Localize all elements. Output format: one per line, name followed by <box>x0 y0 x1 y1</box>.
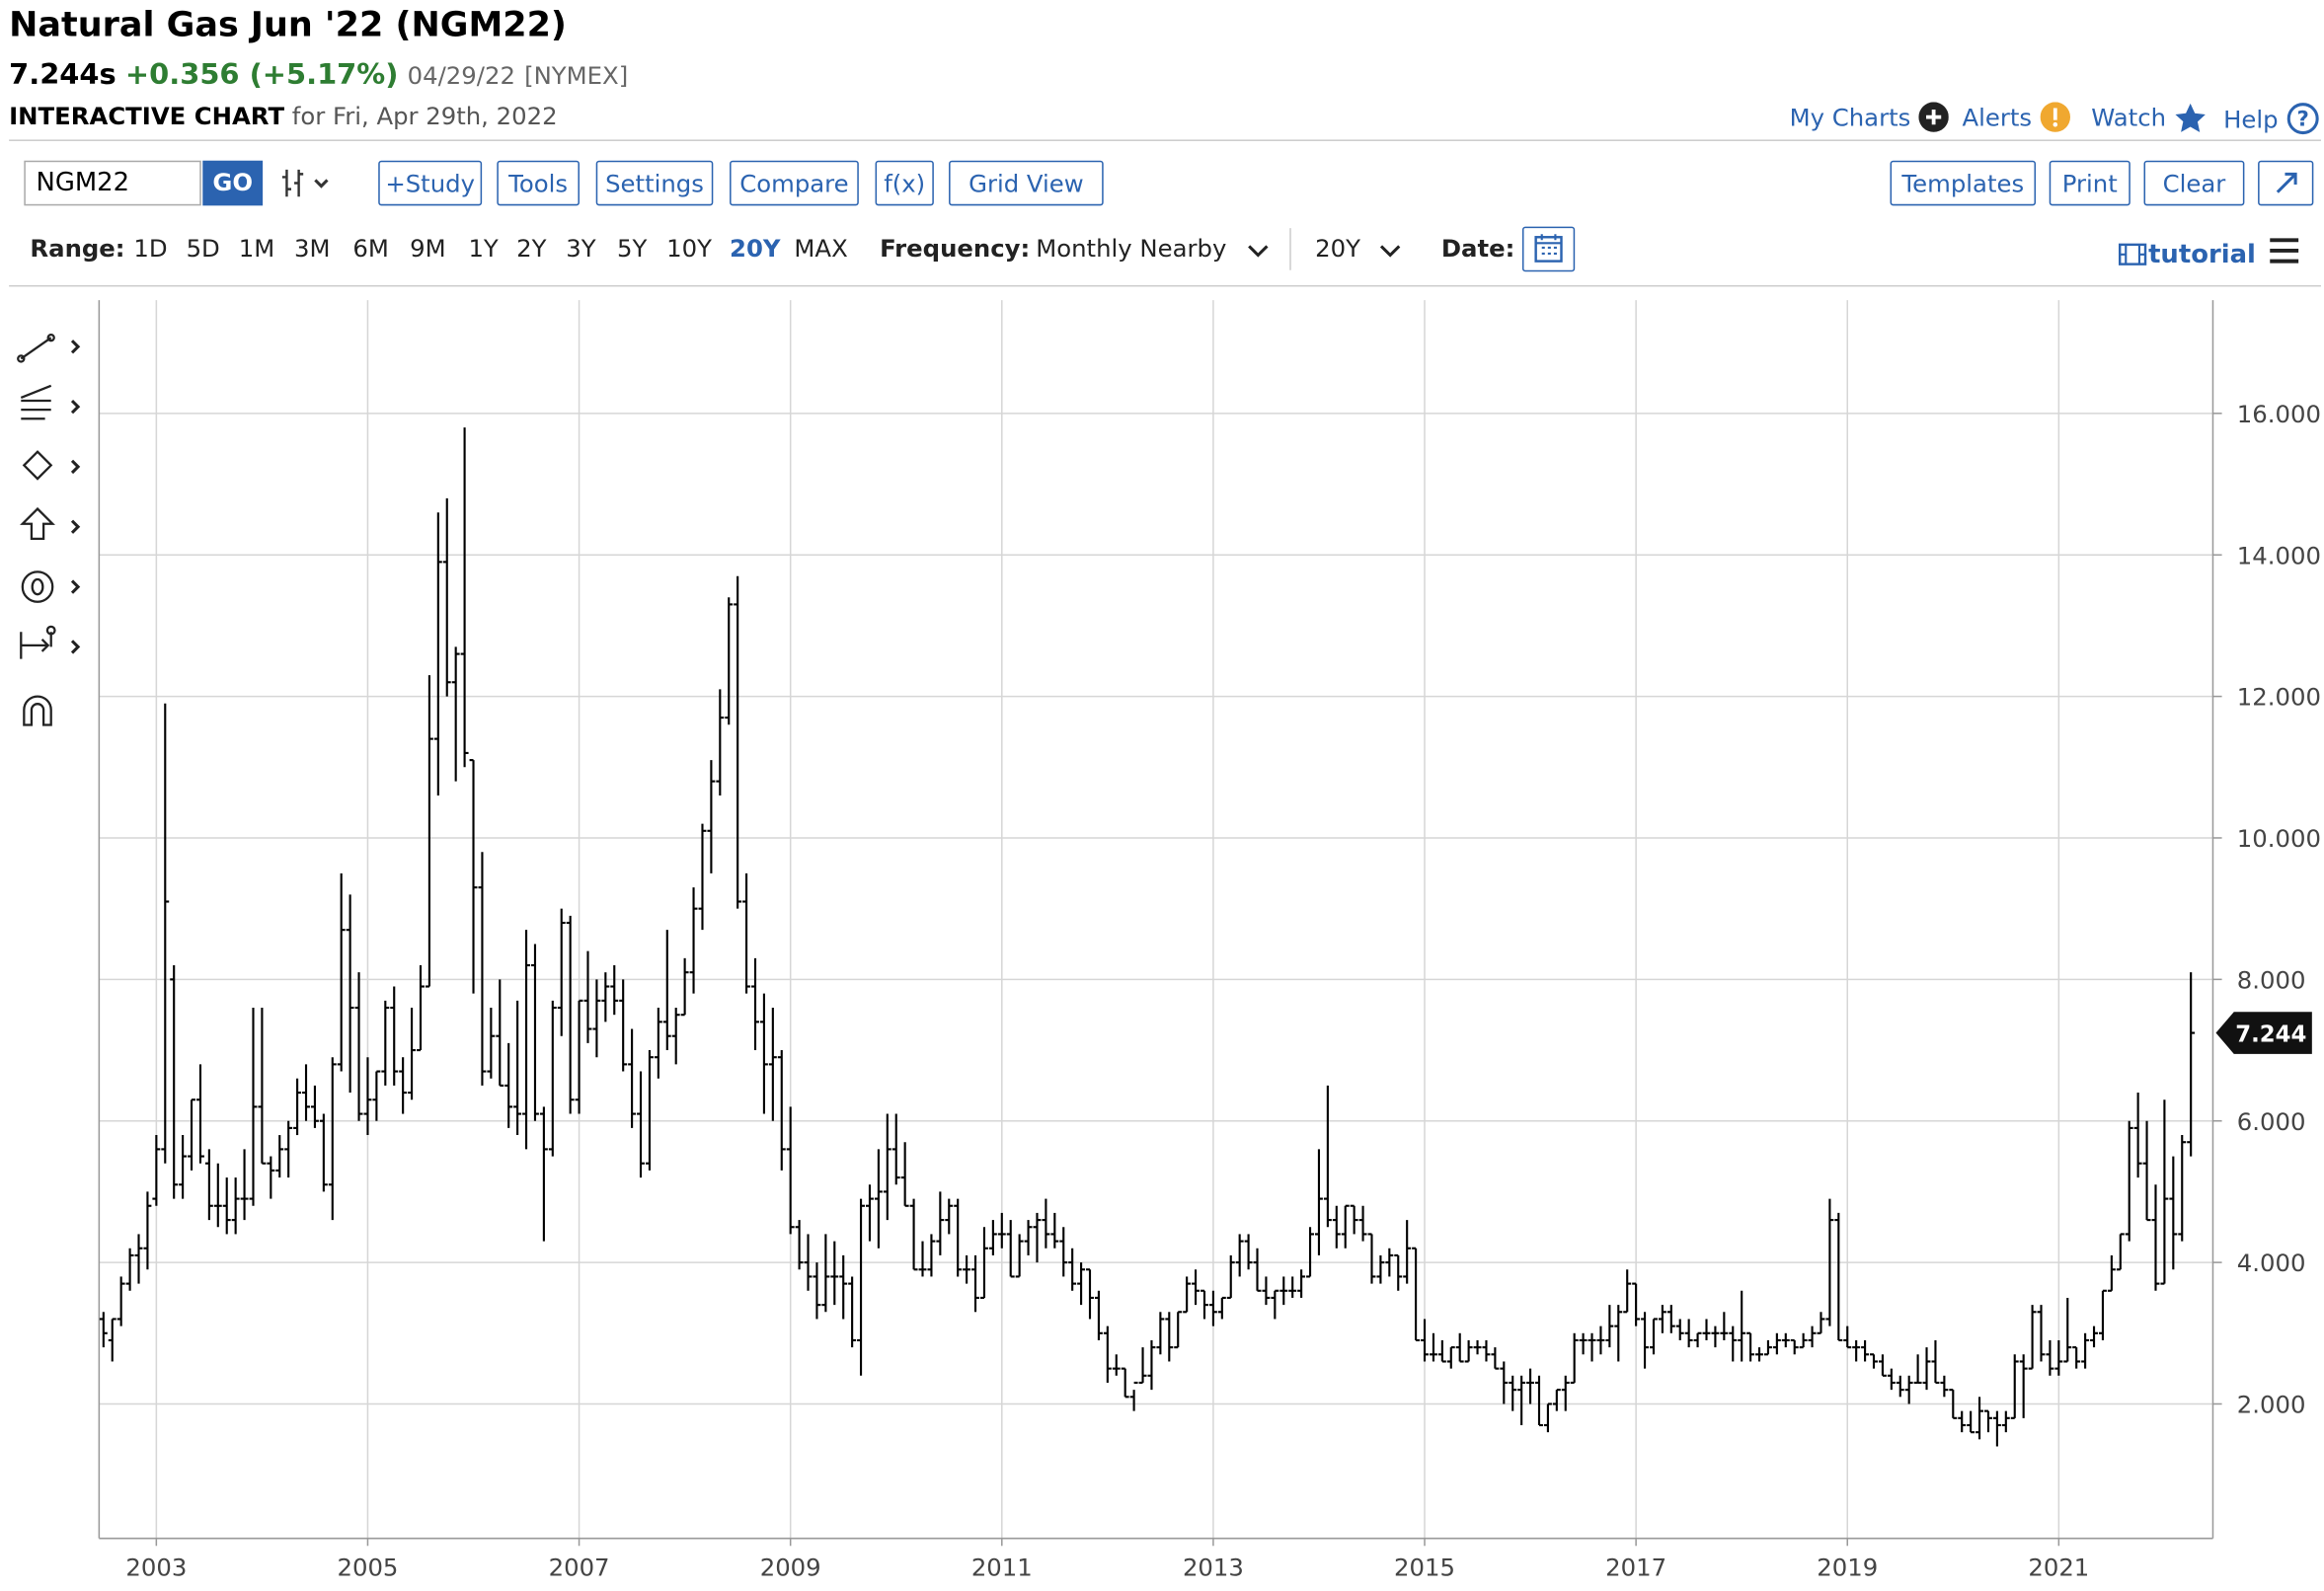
plot-area <box>99 300 2213 1539</box>
text-tool[interactable] <box>21 570 54 603</box>
x-tick-label: 2007 <box>549 1553 610 1582</box>
my-charts[interactable]: My Charts <box>1789 102 1949 132</box>
line-tool[interactable] <box>20 337 52 360</box>
link-text: Alerts <box>1962 103 2033 132</box>
quote-date: 04/29/22 <box>407 61 515 91</box>
range-option[interactable]: 10Y <box>666 234 713 264</box>
menu-icon[interactable] <box>2269 236 2301 265</box>
range-option[interactable]: 1M <box>238 234 275 264</box>
ohlc-bars <box>99 427 2196 1447</box>
chart: 2.000 4.000 6.000 8.000 10.000 12.000 14.000 16… <box>98 300 2321 1582</box>
x-tick-label: 2013 <box>1183 1553 1244 1582</box>
last-price-label: 7.244 <box>2235 1023 2306 1048</box>
chevron <box>1379 245 1401 258</box>
grid-view-button[interactable]: Grid View <box>949 160 1104 206</box>
chart-type-icon[interactable] <box>279 165 340 200</box>
expand-icon <box>2276 172 2296 193</box>
change: +0.356 (+5.17%) <box>124 58 399 92</box>
range-option[interactable]: MAX <box>794 234 848 264</box>
quote-line: 7.244s +0.356 (+5.17%) 04/29/22 [NYMEX] <box>9 58 628 91</box>
range-option[interactable]: 3Y <box>566 234 596 264</box>
link-text: Watch <box>2091 103 2167 132</box>
tutorial-link[interactable]: tutorial <box>2118 240 2256 270</box>
frequency-label: Frequency: <box>880 234 1031 264</box>
range-option[interactable]: 9M <box>410 234 446 264</box>
x-tick-label: 2015 <box>1394 1553 1455 1582</box>
title: Natural Gas Jun '22 (NGM22) <box>9 6 567 45</box>
shape-tool[interactable] <box>22 450 53 481</box>
link-text: My Charts <box>1789 103 1911 132</box>
x-tick-label: 2005 <box>338 1553 399 1582</box>
last-price: 7.244s <box>9 58 116 92</box>
svg-text:?: ? <box>2296 108 2308 132</box>
plus-icon <box>1918 102 1949 132</box>
y-tick-label: 8.000 <box>2237 965 2306 994</box>
range-label: Range: <box>30 234 125 264</box>
settings-button[interactable]: Settings <box>595 160 714 206</box>
y-tick-label: 10.000 <box>2237 824 2321 853</box>
y-tick-label: 16.000 <box>2237 400 2321 428</box>
frequency-select[interactable]: Monthly Nearby <box>1036 234 1227 264</box>
range-option[interactable]: 6M <box>352 234 389 264</box>
range-option-selected[interactable]: 20Y <box>730 234 781 264</box>
fib-tool[interactable] <box>20 384 52 420</box>
chevron <box>1248 245 1269 258</box>
film-icon <box>2118 243 2147 265</box>
x-tick-label: 2009 <box>760 1553 821 1582</box>
y-tick-label: 6.000 <box>2237 1107 2306 1136</box>
clear-button[interactable]: Clear <box>2143 160 2245 206</box>
study-button[interactable]: +Study <box>378 160 483 206</box>
y-tick-label: 4.000 <box>2237 1249 2306 1277</box>
x-tick-label: 2021 <box>2028 1553 2089 1582</box>
star-icon <box>2175 103 2206 132</box>
range-option[interactable]: 5Y <box>616 234 648 264</box>
exchange: [NYMEX] <box>524 61 629 91</box>
tools-button[interactable]: Tools <box>497 160 580 206</box>
help[interactable]: Help ? <box>2223 102 2319 135</box>
y-tick-label: 14.000 <box>2237 541 2321 569</box>
chart-label: INTERACTIVE CHART <box>9 102 285 131</box>
y-tick-label: 2.000 <box>2237 1391 2306 1419</box>
magnet-tool[interactable] <box>23 695 52 726</box>
x-tick-label: 2003 <box>125 1553 187 1582</box>
expand-button[interactable] <box>2258 160 2314 206</box>
separator <box>1289 228 1291 270</box>
arrow-tool[interactable] <box>20 506 55 541</box>
range-option[interactable]: 1D <box>133 234 168 264</box>
x-tick-label: 2019 <box>1817 1553 1878 1582</box>
measure-tool[interactable] <box>20 632 52 659</box>
watch[interactable]: Watch <box>2091 102 2207 132</box>
x-tick-label: 2011 <box>971 1553 1033 1582</box>
go-button[interactable]: GO <box>202 160 264 206</box>
range-option[interactable]: 1Y <box>468 234 499 264</box>
print-button[interactable]: Print <box>2049 160 2130 206</box>
calendar-icon <box>1534 234 1563 263</box>
templates-button[interactable]: Templates <box>1890 160 2037 206</box>
divider <box>9 139 2321 141</box>
date-label: Date: <box>1440 234 1515 264</box>
range-option[interactable]: 3M <box>294 234 331 264</box>
period-select[interactable]: 20Y <box>1315 234 1360 264</box>
drawing-tools <box>17 333 81 726</box>
tutorial-text: tutorial <box>2148 240 2256 270</box>
calendar-button[interactable] <box>1521 226 1576 272</box>
alerts[interactable]: Alerts <box>1962 102 2070 132</box>
chart-date: for Fri, Apr 29th, 2022 <box>291 102 558 131</box>
divider <box>9 284 2321 287</box>
fx-button[interactable]: f(x) <box>875 160 934 206</box>
y-tick-label: 12.000 <box>2237 683 2321 712</box>
range-option[interactable]: 5D <box>186 234 220 264</box>
symbol-input[interactable]: NGM22 <box>24 160 201 206</box>
last-price-tag <box>2215 1012 2312 1054</box>
range-option[interactable]: 2Y <box>516 234 547 264</box>
link-text: Help <box>2223 105 2279 134</box>
x-tick-label: 2017 <box>1605 1553 1666 1582</box>
compare-button[interactable]: Compare <box>730 160 859 206</box>
help-icon: ? <box>2286 103 2319 135</box>
chart-label-line: INTERACTIVE CHART for Fri, Apr 29th, 202… <box>9 102 557 130</box>
alert-icon <box>2039 102 2070 132</box>
